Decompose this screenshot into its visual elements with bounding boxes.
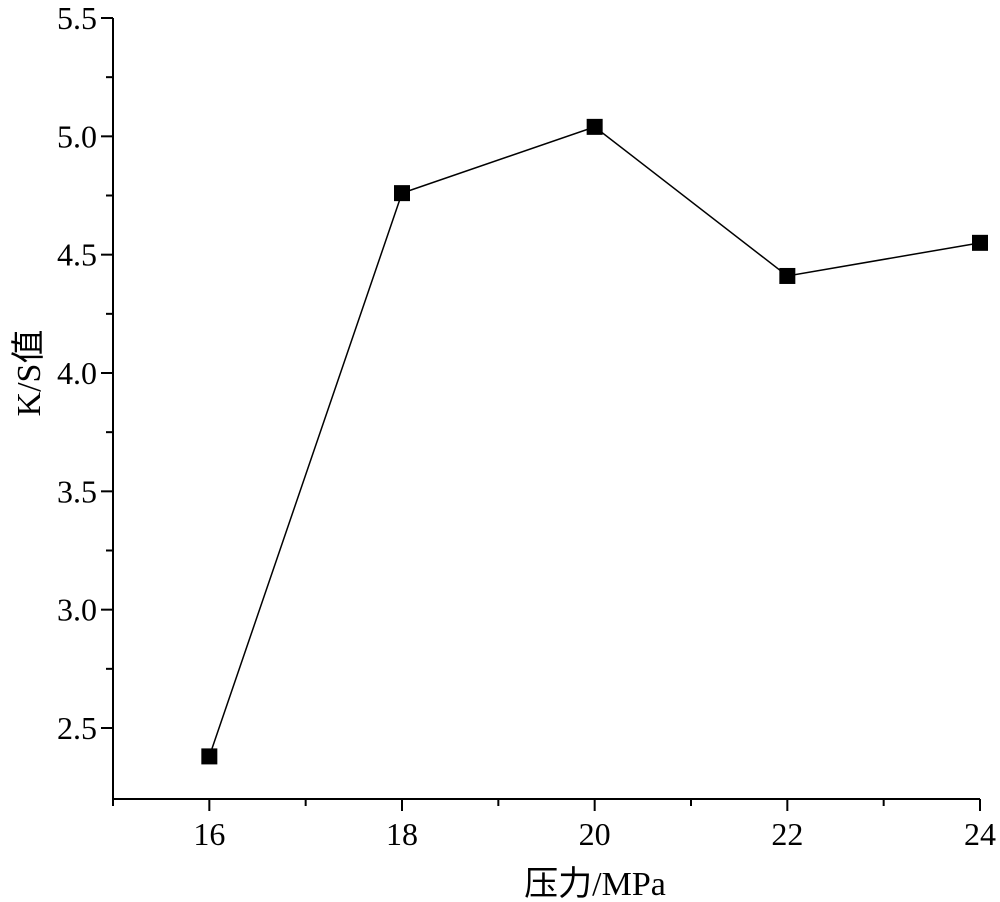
x-tick-label: 22 xyxy=(771,816,803,852)
y-tick-label: 2.5 xyxy=(57,710,97,746)
data-point-marker xyxy=(779,267,796,284)
series-layer xyxy=(201,118,988,765)
y-tick-label: 3.0 xyxy=(57,592,97,628)
x-tick-label: 20 xyxy=(579,816,611,852)
x-ticks: 16 18 20 22 24 xyxy=(112,799,996,852)
y-ticks: 2.5 3.0 3.5 4.0 4.5 5.0 5.5 xyxy=(57,0,113,746)
x-axis-title: 压力/MPa xyxy=(524,865,666,902)
y-tick-label: 5.5 xyxy=(57,0,97,36)
data-point-marker xyxy=(586,118,603,135)
data-point-marker xyxy=(972,234,988,251)
x-tick-label: 18 xyxy=(386,816,418,852)
y-axis-title: K/S值 xyxy=(10,330,48,417)
x-tick-label: 16 xyxy=(193,816,225,852)
y-tick-label: 3.5 xyxy=(57,473,97,509)
axes xyxy=(112,18,980,800)
series-line xyxy=(208,126,981,757)
data-point-marker xyxy=(201,748,218,765)
y-tick-label: 4.5 xyxy=(57,237,97,273)
data-point-marker xyxy=(394,185,410,202)
x-tick-label: 24 xyxy=(964,816,996,852)
y-tick-label: 4.0 xyxy=(57,355,97,391)
y-tick-label: 5.0 xyxy=(57,118,97,154)
